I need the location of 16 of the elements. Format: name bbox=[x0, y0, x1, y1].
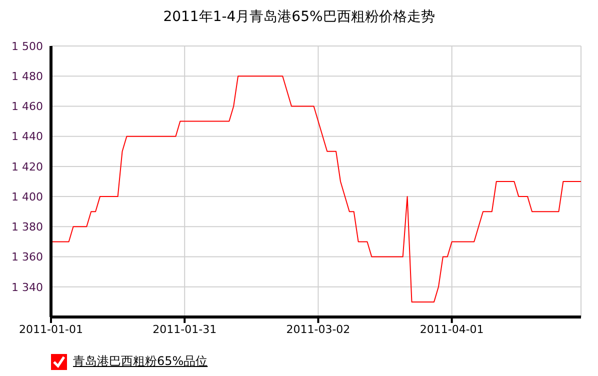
y-tick-label: 1 480 bbox=[12, 70, 43, 84]
x-tick-label: 2011-04-01 bbox=[420, 322, 484, 336]
legend-label: 青岛港巴西粗粉65%品位 bbox=[73, 353, 208, 370]
y-tick-label: 1 360 bbox=[12, 250, 43, 264]
y-tick-label: 1 460 bbox=[12, 100, 43, 114]
chart-title: 2011年1-4月青岛港65%巴西粗粉价格走势 bbox=[162, 8, 436, 26]
y-tick-label: 1 440 bbox=[12, 130, 43, 144]
y-tick-label: 1 500 bbox=[12, 40, 43, 53]
y-tick-label: 1 340 bbox=[12, 280, 43, 294]
y-tick-label: 1 380 bbox=[12, 220, 43, 234]
line-series bbox=[51, 76, 581, 302]
x-tick-label: 2011-01-31 bbox=[152, 322, 217, 336]
x-tick-label: 2011-01-01 bbox=[19, 322, 83, 336]
x-tick-label: 2011-03-02 bbox=[286, 322, 350, 336]
y-tick-label: 1 400 bbox=[12, 190, 43, 204]
y-tick-label: 1 420 bbox=[12, 160, 43, 174]
